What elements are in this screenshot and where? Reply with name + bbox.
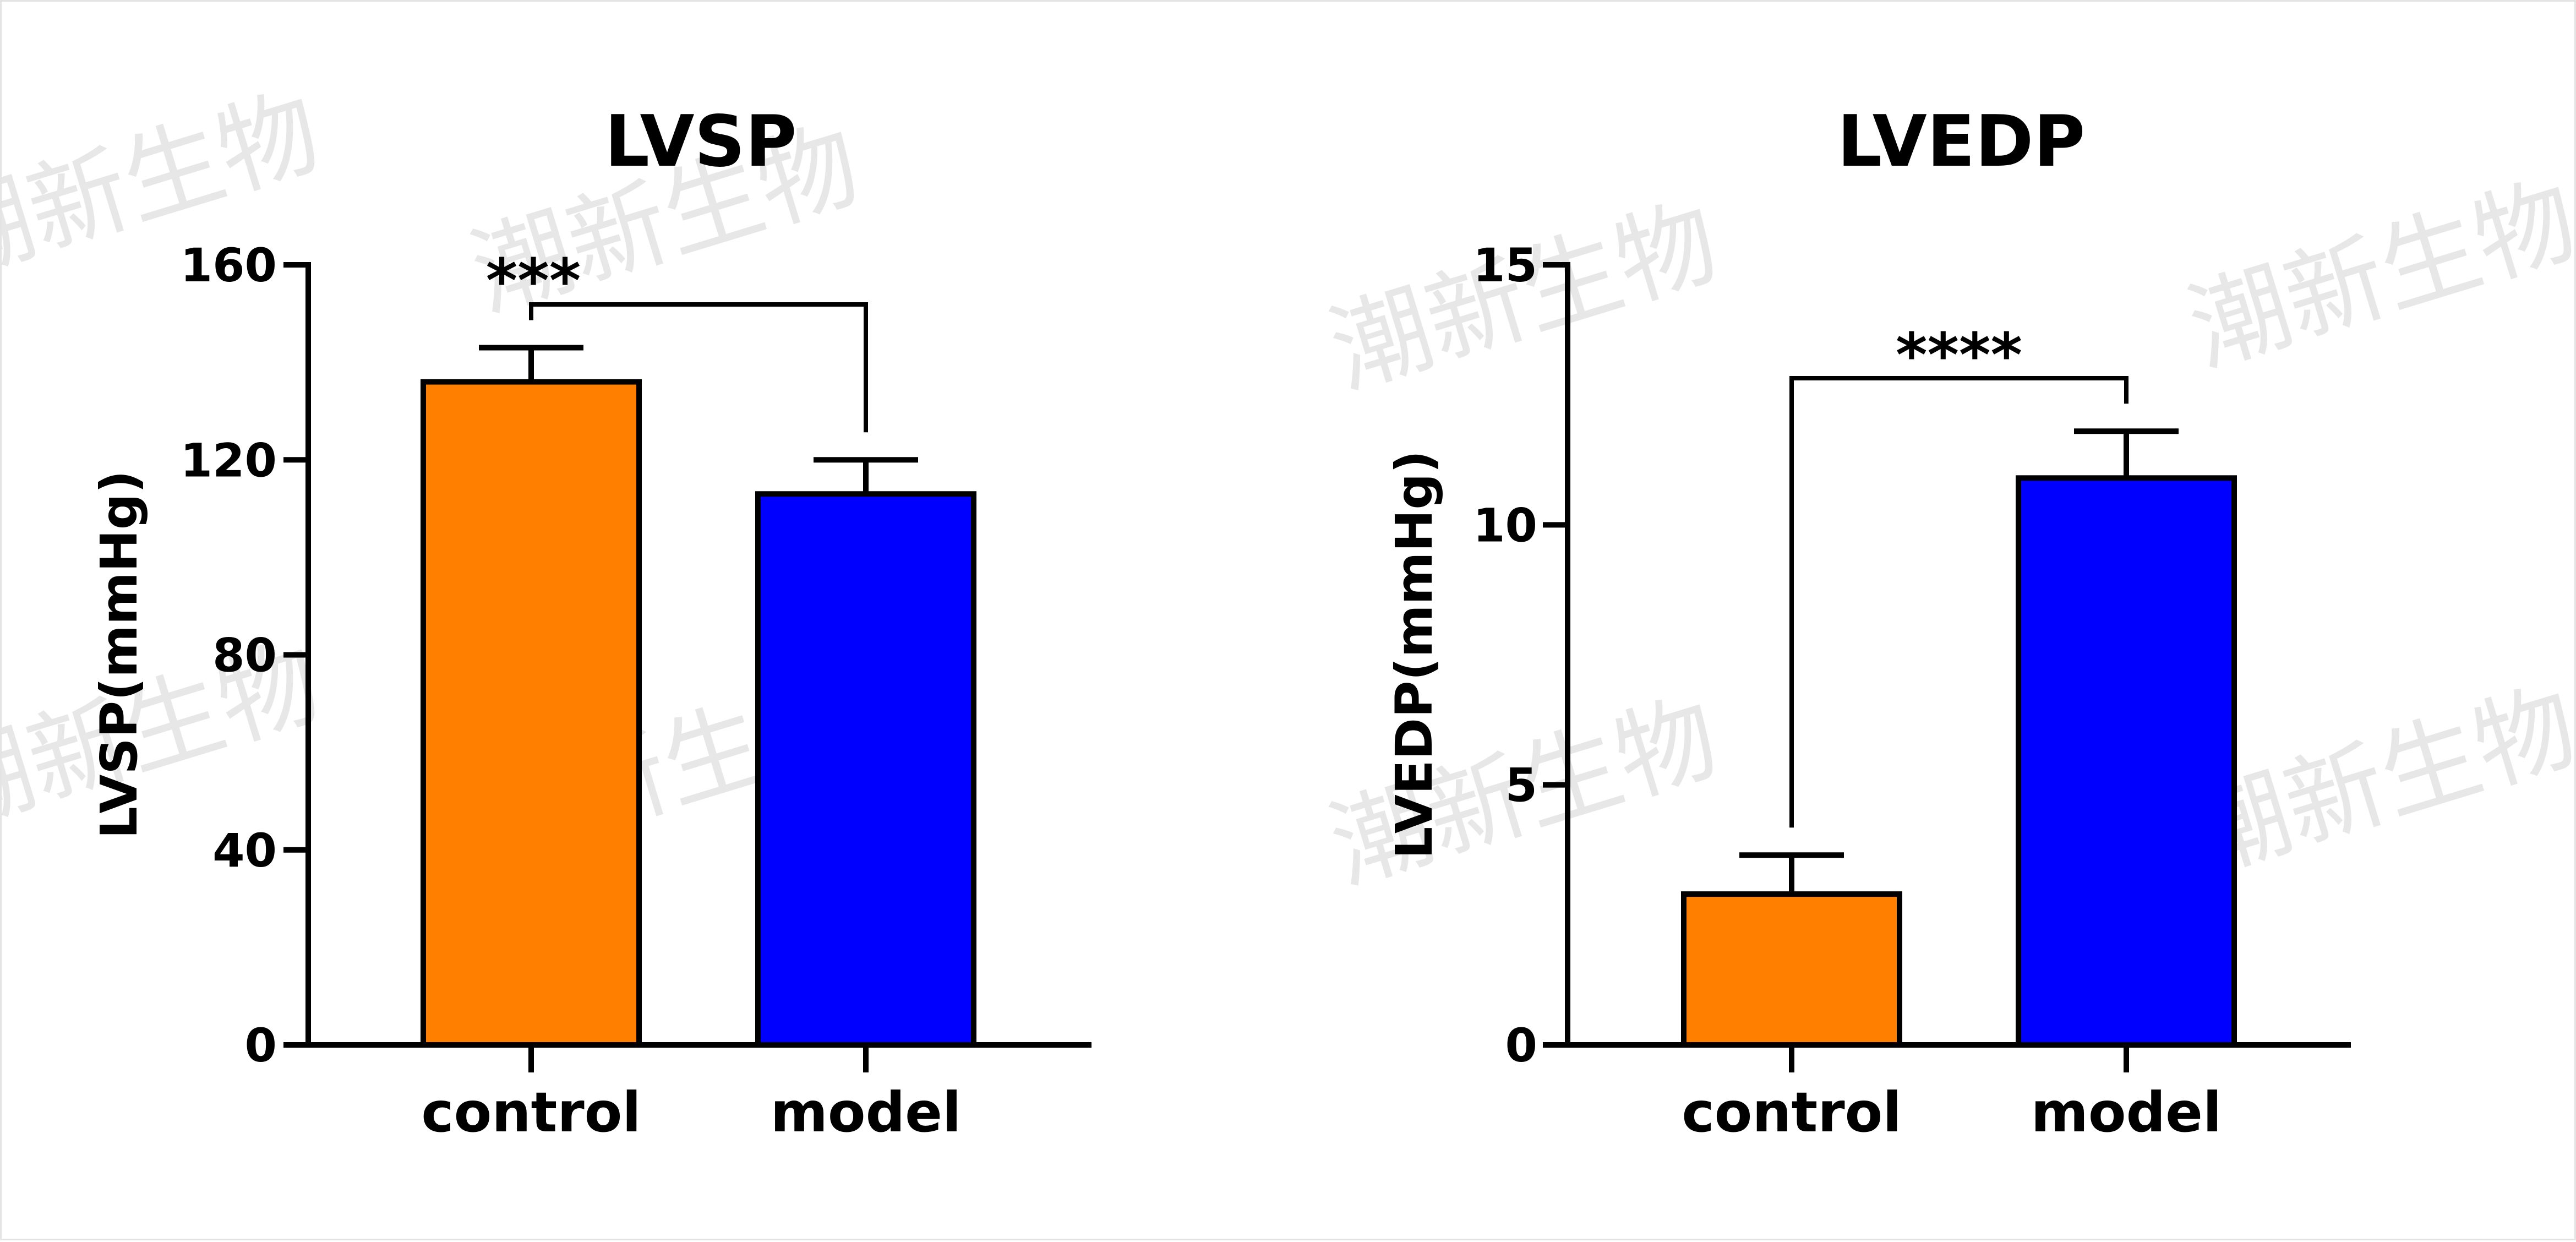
y-tick-label: 15 bbox=[1473, 238, 1537, 292]
bar-model bbox=[755, 491, 976, 1048]
y-tick-label: 0 bbox=[1505, 1018, 1537, 1072]
y-tick-label: 120 bbox=[181, 433, 277, 487]
watermark-text: 潮新生物 bbox=[2, 74, 332, 299]
x-tick-label-control: control bbox=[421, 1080, 641, 1145]
watermark-text: 潮新生物 bbox=[2176, 162, 2576, 388]
chart-title: LVEDP bbox=[1837, 101, 2086, 183]
y-axis-label: LVEDP(mmHg) bbox=[1385, 450, 1444, 859]
y-tick-label: 160 bbox=[181, 238, 277, 292]
x-tick-label-control: control bbox=[1682, 1080, 1901, 1145]
significance-label: *** bbox=[486, 246, 581, 316]
y-tick-label: 80 bbox=[212, 629, 277, 683]
lvsp-chart: LVSP LVSP(mmHg) 0 40 80 120 160 control model *** bbox=[90, 101, 1091, 1145]
bar-model bbox=[2016, 475, 2237, 1048]
y-tick-label: 10 bbox=[1473, 498, 1537, 552]
bar-control bbox=[1681, 891, 1902, 1048]
x-tick-label-model: model bbox=[771, 1080, 962, 1145]
y-tick-label: 40 bbox=[212, 824, 277, 878]
bar-control bbox=[421, 379, 642, 1048]
chart-title: LVSP bbox=[605, 101, 797, 183]
y-tick-label: 0 bbox=[245, 1018, 277, 1072]
watermark-text: 潮新生物 bbox=[1318, 184, 1731, 410]
lvedp-chart: LVEDP LVEDP(mmHg) 0 5 10 15 control model **** bbox=[1385, 101, 2351, 1145]
significance-bracket bbox=[1789, 376, 2129, 828]
x-tick-label-model: model bbox=[2031, 1080, 2222, 1145]
y-tick-label: 5 bbox=[1505, 759, 1537, 813]
watermark-text: 潮新生物 bbox=[2, 624, 332, 850]
significance-label: **** bbox=[1896, 320, 2022, 390]
significance-bracket bbox=[529, 302, 868, 433]
y-axis-label: LVSP(mmHg) bbox=[90, 470, 149, 839]
